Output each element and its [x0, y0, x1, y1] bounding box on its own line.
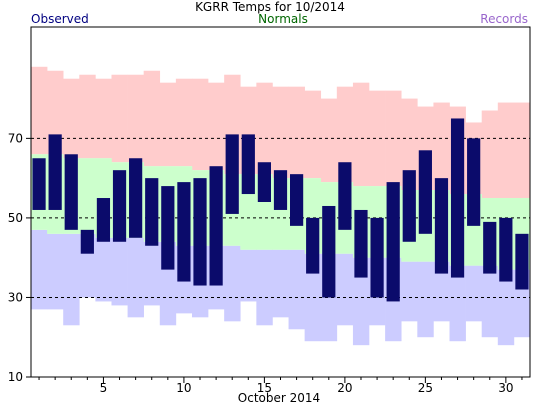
record-low-band-day-25: [417, 261, 434, 338]
x-tick-label-20: 20: [337, 381, 352, 395]
record-high-band-day-16: [272, 86, 289, 179]
record-low-band-day-7: [127, 237, 144, 318]
legend-observed: Observed: [31, 12, 89, 26]
observed-bar-day-17: [289, 174, 304, 226]
record-low-band-day-5: [95, 237, 112, 302]
observed-bar-day-20: [338, 162, 352, 230]
observed-bar-day-7: [129, 158, 143, 238]
record-high-band-day-12: [208, 82, 225, 171]
observed-bar-day-3: [64, 154, 78, 230]
record-low-band-day-26: [433, 261, 450, 322]
axes: 10 30 50 70 5 10 15 20 25 30: [8, 131, 523, 395]
record-high-band-day-22: [369, 90, 386, 187]
record-low-band-day-15: [256, 249, 273, 326]
record-low-band-day-21: [352, 257, 370, 346]
observed-bar-day-21: [354, 209, 368, 278]
record-low-band-day-28: [465, 265, 483, 322]
observed-bars: [32, 118, 529, 302]
observed-bar-day-30: [499, 217, 513, 282]
x-tick-label-25: 25: [418, 381, 433, 395]
record-high-band-day-20: [336, 86, 354, 183]
record-high-band-day-31: [513, 102, 531, 199]
record-low-band-day-24: [401, 261, 418, 322]
record-low-band-day-6: [111, 237, 128, 306]
observed-bar-day-26: [434, 178, 449, 274]
record-high-band-day-15: [256, 82, 273, 175]
record-high-band-day-4: [79, 74, 96, 159]
record-high-band-day-24: [401, 98, 418, 191]
record-high-band-day-30: [497, 102, 515, 199]
record-high-band-day-26: [433, 102, 450, 191]
observed-bar-day-16: [273, 170, 288, 210]
record-high-band-day-2: [47, 70, 64, 155]
legend-records: Records: [480, 12, 528, 26]
x-tick-label-15: 15: [257, 381, 272, 395]
x-tick-label-30: 30: [498, 381, 513, 395]
y-tick-label-50: 50: [8, 211, 23, 225]
y-tick-label-30: 30: [8, 290, 23, 304]
observed-bar-day-5: [96, 198, 111, 242]
record-low-band-day-3: [63, 233, 80, 326]
observed-bar-day-23: [386, 182, 400, 302]
record-high-band-day-10: [175, 78, 193, 167]
observed-bar-day-19: [322, 205, 336, 298]
observed-bar-day-1: [32, 158, 46, 210]
record-low-band-day-16: [272, 249, 289, 318]
y-tick-label-70: 70: [8, 131, 23, 145]
record-low-band-day-20: [336, 253, 354, 326]
legend-normals: Normals: [258, 12, 308, 26]
record-low-band-day-13: [224, 245, 241, 322]
record-low-band-day-17: [288, 249, 305, 330]
observed-bar-day-29: [483, 221, 497, 274]
observed-bar-day-25: [418, 150, 432, 234]
plot-area: [30, 26, 531, 378]
observed-bar-day-28: [467, 138, 481, 226]
record-low-band-day-18: [304, 253, 322, 342]
record-high-band-day-8: [143, 70, 161, 167]
record-high-band-day-18: [304, 90, 322, 179]
record-high-band-day-7: [127, 74, 144, 163]
record-low-band-day-2: [47, 233, 64, 310]
record-high-band-day-9: [159, 82, 177, 167]
observed-bar-day-13: [225, 134, 239, 214]
x-tick-label-10: 10: [176, 381, 191, 395]
observed-bar-day-10: [177, 182, 191, 282]
record-high-band-day-17: [288, 86, 305, 179]
observed-bar-day-4: [80, 229, 94, 254]
record-high-band-day-5: [95, 78, 112, 159]
observed-bar-day-18: [306, 217, 320, 274]
y-tick-label-10: 10: [8, 370, 23, 384]
record-high-band-day-3: [63, 78, 80, 159]
record-high-band-day-19: [320, 98, 338, 183]
record-low-band-day-27: [449, 265, 466, 342]
records-bands: [31, 66, 531, 346]
observed-bar-day-24: [402, 170, 416, 242]
observed-bar-day-6: [112, 170, 127, 242]
observed-bar-day-27: [450, 118, 465, 278]
observed-bar-day-31: [515, 233, 529, 290]
record-low-band-day-29: [481, 265, 499, 338]
record-low-band-day-8: [143, 241, 161, 306]
chart-title: KGRR Temps for 10/2014: [195, 0, 345, 14]
observed-bar-day-11: [193, 178, 207, 286]
x-axis-label: October 2014: [238, 391, 320, 405]
record-low-band-day-30: [497, 269, 515, 346]
record-high-band-day-29: [481, 110, 499, 199]
record-high-band-day-21: [352, 82, 370, 187]
x-tick-label-5: 5: [100, 381, 108, 395]
record-low-band-day-14: [240, 249, 257, 302]
observed-bar-day-2: [48, 134, 62, 210]
observed-bar-day-8: [145, 178, 159, 246]
record-low-band-day-1: [31, 229, 48, 310]
observed-bar-day-12: [209, 166, 223, 286]
observed-bar-day-14: [241, 134, 255, 195]
record-high-band-day-11: [191, 78, 209, 171]
observed-bar-day-22: [370, 217, 384, 298]
record-high-band-day-1: [31, 66, 48, 155]
observed-bar-day-15: [257, 162, 272, 202]
observed-bar-day-9: [161, 186, 175, 270]
normal-band-day-4: [79, 158, 96, 234]
record-high-band-day-6: [111, 74, 128, 163]
